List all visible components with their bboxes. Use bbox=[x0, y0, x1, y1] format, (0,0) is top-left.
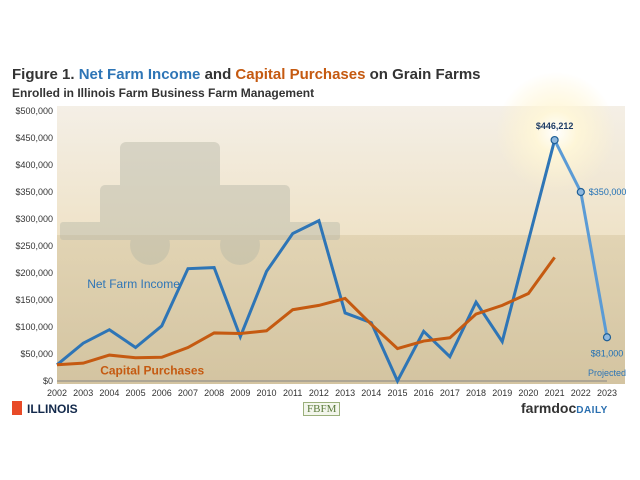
x-tick-label: 2009 bbox=[230, 388, 250, 398]
y-tick-label: $50,000 bbox=[20, 349, 53, 359]
x-tick-label: 2013 bbox=[335, 388, 355, 398]
x-tick-label: 2007 bbox=[178, 388, 198, 398]
series-label-net-farm-income: Net Farm Income bbox=[87, 277, 180, 291]
daily-wordmark: DAILY bbox=[576, 405, 608, 416]
chart-subtitle: Enrolled in Illinois Farm Business Farm … bbox=[12, 86, 315, 100]
title-capital-purchases: Capital Purchases bbox=[235, 66, 366, 83]
farmdoc-daily-logo: farmdocDAILY bbox=[521, 400, 608, 416]
axes: $0 $50,000 $100,000 $150,000 $200,000 $250,00… bbox=[15, 106, 617, 398]
y-tick-label: $250,000 bbox=[15, 241, 53, 251]
x-tick-label: 2021 bbox=[545, 388, 565, 398]
x-tick-label: 2020 bbox=[518, 388, 538, 398]
projected-point bbox=[550, 135, 559, 145]
y-tick-label: $200,000 bbox=[15, 268, 53, 278]
y-tick-label: $100,000 bbox=[15, 322, 53, 332]
x-tick-label: 2005 bbox=[126, 388, 146, 398]
x-tick-label: 2010 bbox=[257, 388, 277, 398]
labels-layer: Net Farm Income Capital Purchases $446,212… bbox=[87, 121, 626, 378]
x-tick-label: 2015 bbox=[387, 388, 407, 398]
y-tick-label: $0 bbox=[43, 376, 53, 386]
title-suffix: on Grain Farms bbox=[369, 66, 481, 83]
y-tick-label: $350,000 bbox=[15, 187, 53, 197]
y-tick-label: $300,000 bbox=[15, 214, 53, 224]
x-tick-label: 2019 bbox=[492, 388, 512, 398]
farmdoc-wordmark: farmdoc bbox=[521, 400, 577, 416]
y-tick-label: $150,000 bbox=[15, 295, 53, 305]
annotation-label: $81,000 bbox=[591, 348, 624, 358]
projected-point bbox=[602, 333, 612, 342]
x-tick-label: 2016 bbox=[414, 388, 434, 398]
x-tick-label: 2012 bbox=[309, 388, 329, 398]
x-tick-label: 2006 bbox=[152, 388, 172, 398]
chart-title: Figure 1. Net Farm Income and Capital Pu… bbox=[12, 66, 481, 83]
x-tick-label: 2014 bbox=[361, 388, 381, 398]
x-tick-label: 2008 bbox=[204, 388, 224, 398]
annotation-label: Projected bbox=[588, 368, 626, 378]
series-line-net-farm-income bbox=[56, 139, 557, 385]
x-tick-label: 2002 bbox=[47, 388, 67, 398]
projected-point bbox=[576, 187, 585, 197]
series-label-capital-purchases: Capital Purchases bbox=[100, 364, 204, 378]
combine-silhouette bbox=[60, 142, 340, 265]
x-tick-label: 2003 bbox=[73, 388, 93, 398]
sun-glow bbox=[496, 72, 616, 192]
x-tick-label: 2023 bbox=[597, 388, 617, 398]
y-tick-label: $500,000 bbox=[15, 106, 53, 116]
y-tick-label: $450,000 bbox=[15, 133, 53, 143]
block-i-icon bbox=[12, 401, 22, 415]
x-tick-label: 2004 bbox=[99, 388, 119, 398]
figure-label: Figure 1. bbox=[12, 66, 75, 83]
x-tick-label: 2011 bbox=[283, 388, 302, 398]
illinois-logo: ILLINOIS bbox=[12, 401, 78, 416]
annotation-label: $350,000 bbox=[589, 187, 627, 197]
y-tick-label: $400,000 bbox=[15, 160, 53, 170]
series-layer bbox=[56, 135, 612, 385]
x-tick-label: 2017 bbox=[440, 388, 460, 398]
series-line-capital-purchases bbox=[56, 256, 556, 367]
illinois-wordmark: ILLINOIS bbox=[27, 402, 78, 416]
x-tick-label: 2022 bbox=[571, 388, 591, 398]
title-and: and bbox=[204, 66, 232, 83]
title-net-farm-income: Net Farm Income bbox=[78, 66, 201, 83]
photo-background bbox=[57, 72, 625, 384]
x-tick-label: 2018 bbox=[466, 388, 486, 398]
annotation-label: $446,212 bbox=[536, 121, 574, 131]
fbfm-logo: FBFM bbox=[303, 402, 341, 416]
